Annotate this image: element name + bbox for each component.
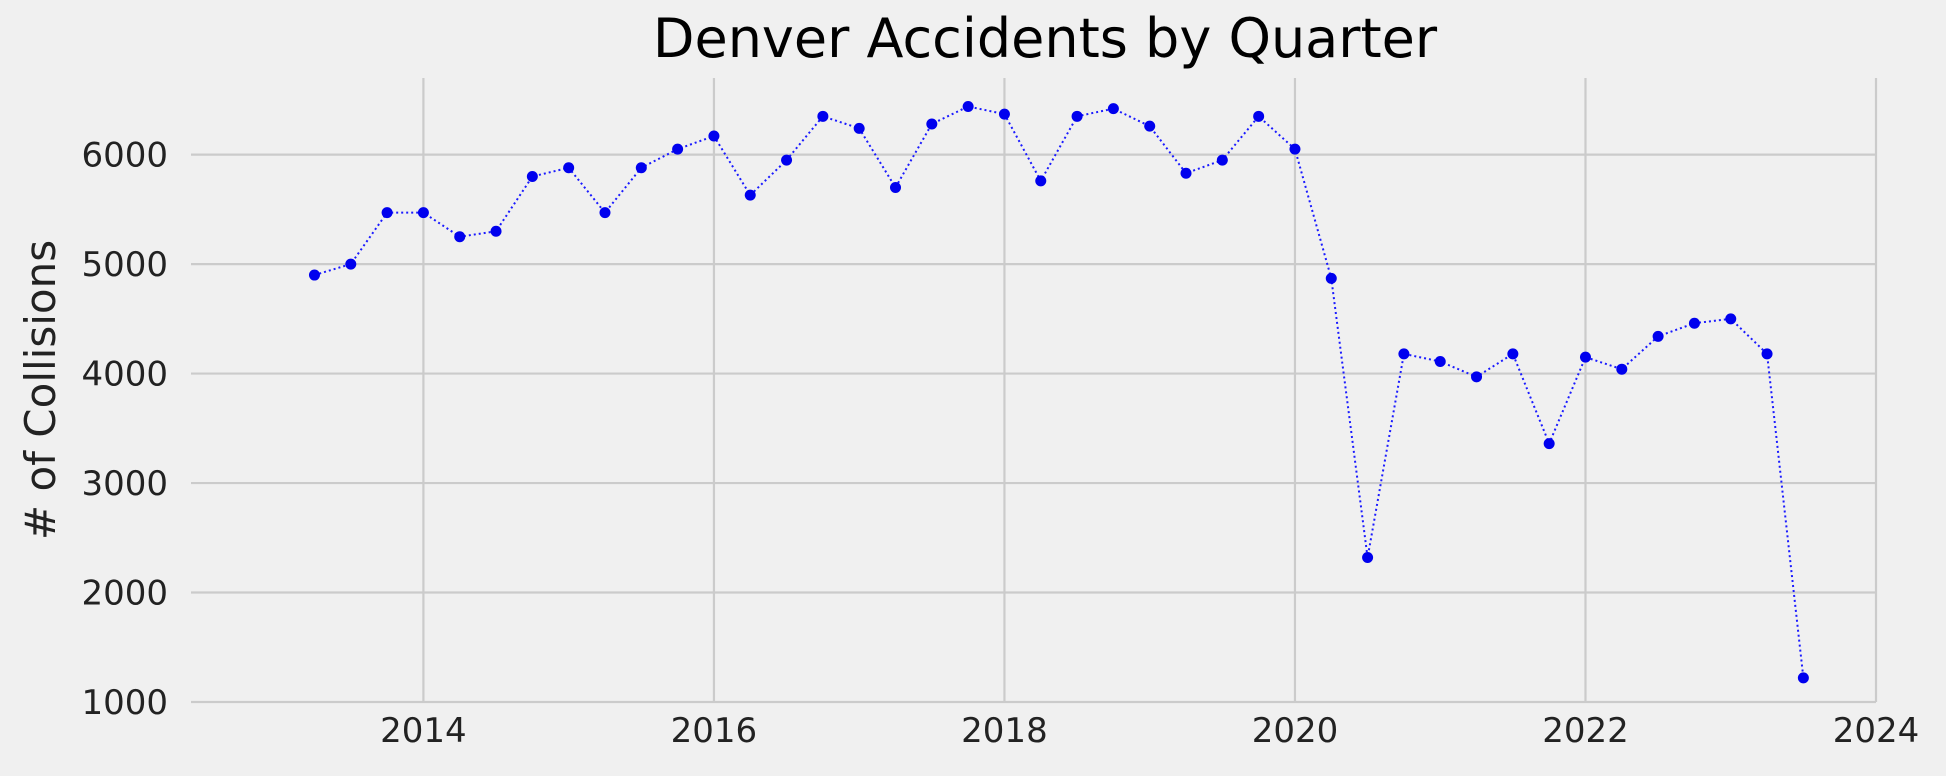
data-point (1107, 103, 1119, 115)
data-point (1761, 348, 1773, 360)
y-tick-label: 4000 (81, 355, 168, 395)
data-point (1216, 154, 1228, 166)
data-point (1253, 110, 1265, 122)
data-point (1652, 330, 1664, 342)
data-point (1797, 672, 1809, 684)
data-point (1616, 363, 1628, 375)
data-point (1725, 313, 1737, 325)
y-tick-label: 2000 (81, 574, 168, 614)
x-tick-labels: 2014 2016 2018 2020 2022 2024 (380, 711, 1919, 751)
data-point (744, 189, 756, 201)
x-tick-label: 2014 (380, 711, 467, 751)
data-point (781, 154, 793, 166)
x-tick-label: 2016 (671, 711, 758, 751)
data-point (1362, 551, 1374, 563)
data-point (635, 162, 647, 174)
data-point (1289, 143, 1301, 155)
data-point (1398, 348, 1410, 360)
data-point (599, 207, 611, 219)
data-point (962, 100, 974, 112)
data-point (1144, 120, 1156, 132)
y-axis-label: # of Collisions (16, 240, 65, 540)
data-point (1325, 272, 1337, 284)
data-point (1543, 438, 1555, 450)
x-tick-label: 2020 (1252, 711, 1339, 751)
y-tick-labels: 1000 2000 3000 4000 5000 6000 (81, 136, 168, 723)
data-point (1434, 356, 1446, 368)
data-point (672, 143, 684, 155)
data-point (454, 231, 466, 243)
y-tick-label: 6000 (81, 136, 168, 176)
x-tick-label: 2018 (961, 711, 1048, 751)
data-point (926, 118, 938, 130)
y-gridlines (191, 153, 1876, 704)
data-point (708, 130, 720, 142)
data-point (526, 171, 538, 183)
data-point (817, 110, 829, 122)
data-point (1507, 348, 1519, 360)
data-point (853, 122, 865, 134)
data-point (563, 162, 575, 174)
data-point (1471, 371, 1483, 383)
data-point (1579, 351, 1591, 363)
data-point (1180, 167, 1192, 179)
x-gridlines (422, 78, 1878, 702)
data-point (1035, 175, 1047, 187)
x-tick-label: 2022 (1542, 711, 1629, 751)
data-point (381, 207, 393, 219)
data-point (490, 225, 502, 237)
data-point (308, 269, 320, 281)
data-point (998, 108, 1010, 120)
y-tick-label: 3000 (81, 464, 168, 504)
data-point (890, 181, 902, 193)
y-tick-label: 5000 (81, 245, 168, 285)
series-layer (308, 100, 1809, 684)
chart-title: Denver Accidents by Quarter (653, 7, 1438, 70)
data-point (1688, 317, 1700, 329)
data-point (417, 207, 429, 219)
series-line (314, 105, 1805, 679)
data-point (1071, 110, 1083, 122)
y-tick-label: 1000 (81, 683, 168, 723)
data-point (345, 258, 357, 270)
x-tick-label: 2024 (1833, 711, 1920, 751)
